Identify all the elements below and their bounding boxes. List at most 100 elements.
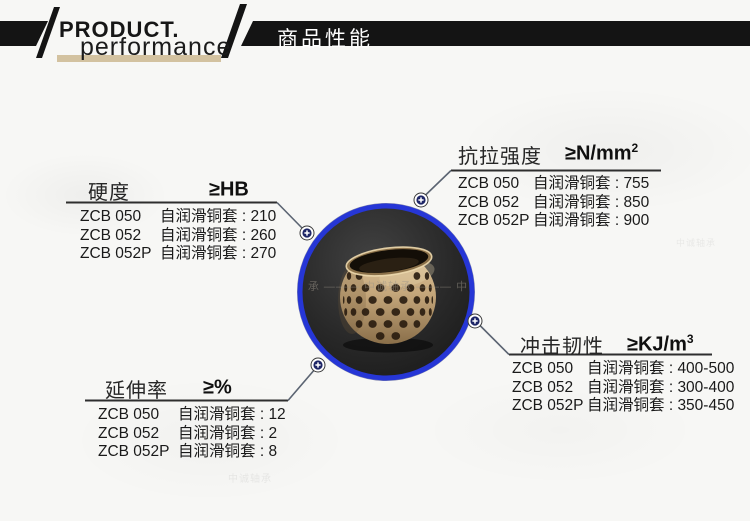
separator: :	[255, 443, 269, 460]
bushing-rim-highlight	[345, 246, 433, 277]
spec-row: ZCB 052 自润滑铜套 : 2	[98, 421, 286, 442]
bushing-shade	[338, 266, 366, 334]
value-cell: 260	[250, 226, 277, 244]
model-cell: ZCB 052P	[512, 397, 584, 414]
banner-slash-icon	[221, 4, 247, 58]
plus-icon	[315, 362, 321, 368]
panel-title: 延伸率	[105, 380, 168, 402]
label-cell: 自润滑铜套	[533, 193, 611, 211]
panel-unit: ≥%	[203, 375, 232, 400]
connector-line-tensile	[423, 169, 452, 198]
spec-row: ZCB 052P 自润滑铜套 : 350-450	[512, 393, 735, 414]
value-cell: 755	[623, 175, 650, 192]
panel-unit: ≥HB	[209, 177, 249, 202]
value-cell: 300-400	[677, 378, 735, 396]
model-cell: ZCB 050	[458, 175, 520, 192]
spec-row: ZCB 052 自润滑铜套 : 300-400	[512, 375, 735, 396]
panel-unit: ≥N/mm2	[565, 141, 638, 166]
hotspot-marker-impact[interactable]	[467, 313, 483, 329]
spec-row: ZCB 050 自润滑铜套 : 210	[80, 204, 277, 225]
model-cell: ZCB 052P	[80, 245, 152, 262]
unit-base: ≥N/mm	[565, 142, 632, 165]
brand-title: PRODUCT.	[59, 17, 180, 42]
separator: :	[610, 175, 624, 192]
unit-base: ≥HB	[209, 178, 249, 201]
spec-rows: ZCB 050 自润滑铜套 : 400-500 ZCB 052 自润滑铜套 : 30…	[512, 356, 735, 414]
label-cell: 自润滑铜套	[178, 424, 256, 442]
spec-row: ZCB 050 自润滑铜套 : 755	[458, 171, 650, 192]
spec-row: ZCB 052P 自润滑铜套 : 900	[458, 208, 650, 229]
model-cell: ZCB 050	[98, 406, 160, 423]
value-cell: 850	[623, 193, 650, 211]
value-cell: 400-500	[677, 360, 735, 377]
spec-row: ZCB 050 自润滑铜套 : 400-500	[512, 356, 735, 377]
hotspot-marker-tensile[interactable]	[413, 192, 429, 208]
spec-row: ZCB 052 自润滑铜套 : 260	[80, 223, 277, 244]
panel-title: 冲击韧性	[520, 336, 604, 358]
model-cell: ZCB 050	[80, 208, 142, 225]
connector-line-hardness	[276, 201, 305, 231]
bushing-shadow	[343, 337, 433, 353]
value-cell: 210	[250, 208, 277, 225]
header-banner	[0, 4, 750, 62]
label-cell: 自润滑铜套	[587, 360, 665, 377]
page-title: 商品性能	[277, 28, 373, 51]
page-watermark: 中诚轴承	[676, 238, 717, 248]
banner-slash-icon	[36, 7, 60, 58]
panel-unit: ≥KJ/m3	[627, 332, 694, 357]
label-cell: 自润滑铜套	[587, 397, 665, 414]
model-cell: ZCB 052P	[98, 443, 170, 460]
value-cell: 8	[268, 443, 278, 460]
separator: :	[664, 397, 678, 414]
brand-subtitle: performance	[80, 33, 232, 61]
label-cell: 自润滑铜套	[160, 208, 238, 225]
label-cell: 自润滑铜套	[533, 175, 611, 192]
value-cell: 2	[268, 424, 278, 442]
panel-title: 硬度	[88, 182, 130, 204]
connector-line-elongation	[287, 367, 317, 402]
value-cell: 900	[623, 212, 650, 229]
unit-superscript: 2	[631, 141, 639, 155]
separator: :	[237, 208, 251, 225]
plus-icon	[472, 318, 478, 324]
unit-superscript: 3	[686, 332, 694, 346]
panel-impact-toughness: 冲击韧性 ≥KJ/m3 ZCB 050 自润滑铜套 : 400-500 ZCB 0…	[509, 330, 749, 420]
spec-rows: ZCB 050 自润滑铜套 : 755 ZCB 052 自润滑铜套 : 850 ZC…	[458, 171, 650, 229]
tan-underline	[57, 55, 221, 62]
banner-left-segment	[0, 21, 48, 46]
bushing-dimples	[342, 272, 434, 340]
spec-row: ZCB 052P 自润滑铜套 : 8	[98, 439, 286, 460]
model-cell: ZCB 052	[98, 424, 160, 442]
separator: :	[664, 360, 678, 377]
panel-tensile-strength: 抗拉强度 ≥N/mm2 ZCB 050 自润滑铜套 : 755 ZCB 052 自润…	[455, 140, 715, 230]
spec-row: ZCB 050 自润滑铜套 : 12	[98, 402, 286, 423]
spec-row: ZCB 052P 自润滑铜套 : 270	[80, 241, 277, 262]
label-cell: 自润滑铜套	[587, 378, 665, 396]
page-watermark: 中诚轴承	[228, 474, 272, 485]
label-cell: 自润滑铜套	[533, 212, 611, 229]
model-cell: ZCB 052	[458, 193, 520, 211]
unit-base: ≥KJ/m	[627, 333, 687, 356]
model-cell: ZCB 052	[80, 226, 142, 244]
hotspot-marker-elongation[interactable]	[310, 357, 326, 373]
plus-icon	[304, 230, 310, 236]
photo-watermark: 承 ——— 中诚轴承 ——— 中	[308, 279, 468, 293]
panel-title: 抗拉强度	[458, 146, 542, 168]
label-cell: 自润滑铜套	[178, 443, 256, 460]
spec-row: ZCB 052 自润滑铜套 : 850	[458, 190, 650, 211]
hotspot-marker-hardness[interactable]	[299, 225, 315, 241]
value-cell: 350-450	[677, 397, 735, 414]
model-cell: ZCB 052P	[458, 212, 530, 229]
value-cell: 270	[250, 245, 277, 262]
separator: :	[255, 424, 269, 442]
spec-rows: ZCB 050 自润滑铜套 : 12 ZCB 052 自润滑铜套 : 2 ZCB 0…	[98, 402, 286, 460]
connector-line-impact	[477, 323, 510, 356]
label-cell: 自润滑铜套	[178, 406, 256, 423]
spec-rows: ZCB 050 自润滑铜套 : 210 ZCB 052 自润滑铜套 : 260 ZC…	[80, 204, 277, 262]
separator: :	[610, 212, 624, 229]
bushing-photo: 承 ——— 中诚轴承 ——— 中	[308, 246, 468, 353]
plus-icon	[418, 197, 424, 203]
bushing-inner-wall	[359, 257, 419, 273]
banner-main-bar	[241, 21, 750, 46]
